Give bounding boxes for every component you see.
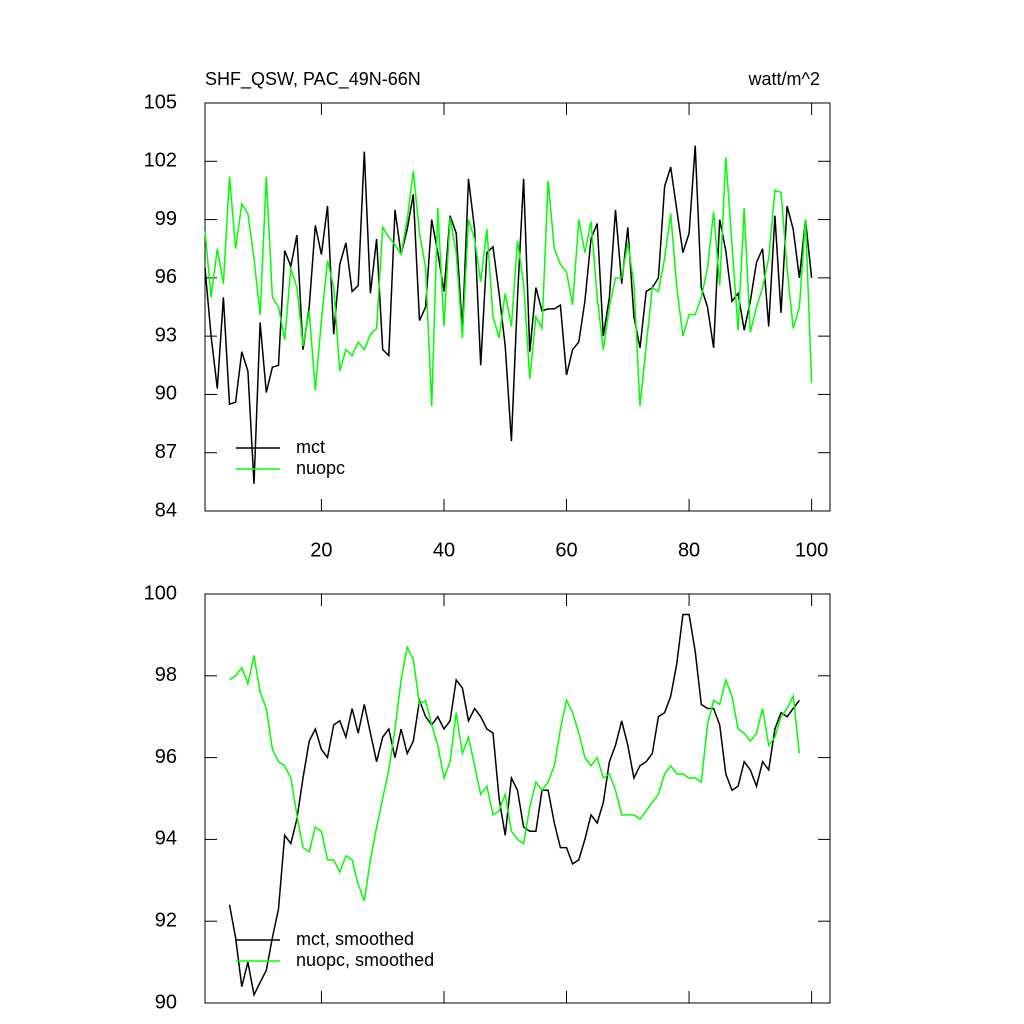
data-line bbox=[229, 644, 801, 902]
y-tick-label: 90 bbox=[155, 383, 177, 405]
legend-label: mct bbox=[296, 437, 325, 457]
y-tick-label: 102 bbox=[144, 150, 177, 172]
x-tick-label: 100 bbox=[795, 539, 828, 561]
y-tick-label: 87 bbox=[155, 441, 177, 463]
chart-title: SHF_QSW, PAC_49N-66N bbox=[205, 69, 421, 90]
legend-label: mct, smoothed bbox=[296, 929, 414, 949]
legend-label: nuopc bbox=[296, 458, 345, 478]
y-tick-label: 90 bbox=[155, 991, 177, 1013]
data-line bbox=[204, 157, 813, 407]
data-line bbox=[228, 613, 800, 998]
y-tick-label: 92 bbox=[155, 909, 177, 931]
y-tick-label: 94 bbox=[155, 828, 177, 850]
plot-frame bbox=[204, 593, 831, 1004]
y-tick-label: 100 bbox=[144, 582, 177, 604]
plot-frame bbox=[204, 102, 831, 512]
y-tick-label: 93 bbox=[155, 324, 177, 346]
y-tick-label: 96 bbox=[155, 746, 177, 768]
data-line bbox=[204, 145, 813, 484]
legend-label: nuopc, smoothed bbox=[296, 950, 434, 970]
y-tick-label: 98 bbox=[155, 664, 177, 686]
x-tick-label: 80 bbox=[678, 539, 700, 561]
y-tick-label: 84 bbox=[155, 499, 177, 521]
x-tick-label: 40 bbox=[433, 539, 455, 561]
units-label: watt/m^2 bbox=[748, 69, 820, 89]
x-tick-label: 20 bbox=[310, 539, 332, 561]
y-tick-label: 99 bbox=[155, 208, 177, 230]
y-tick-label: 105 bbox=[144, 91, 177, 113]
y-tick-label: 96 bbox=[155, 266, 177, 288]
x-tick-label: 60 bbox=[555, 539, 577, 561]
